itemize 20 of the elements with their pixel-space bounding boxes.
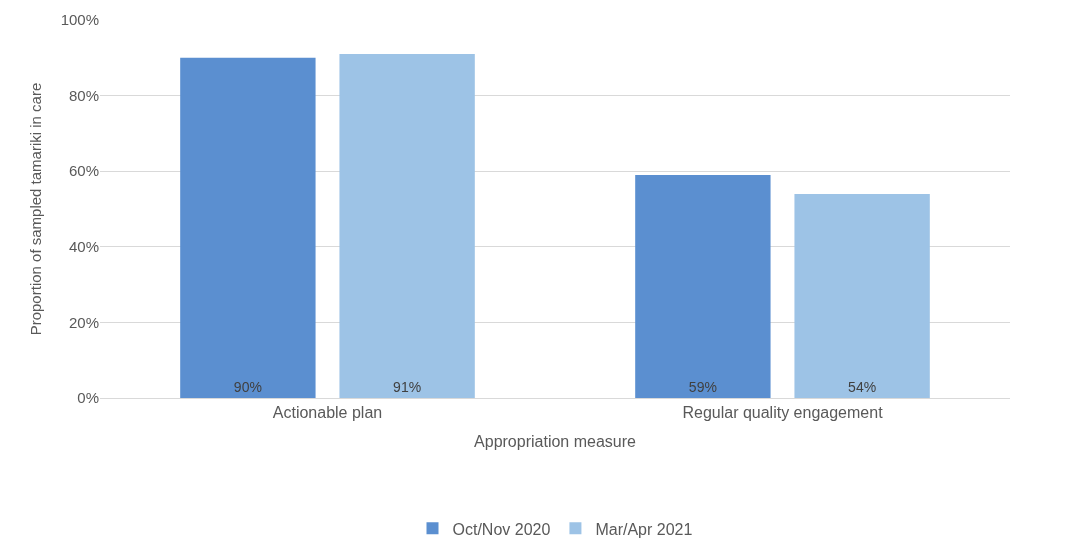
legend-label: Mar/Apr 2021: [595, 520, 693, 538]
y-tick-label: 40%: [68, 238, 99, 256]
y-axis-title: Proportion of sampled tamariki in care: [26, 82, 44, 336]
bar: [635, 174, 771, 398]
data-label: 91%: [393, 379, 422, 395]
x-tick-label: Actionable plan: [272, 404, 383, 422]
data-label: 54%: [848, 379, 877, 395]
bar: [794, 193, 930, 398]
data-label: 90%: [233, 379, 262, 395]
y-tick-label: 60%: [68, 162, 99, 180]
y-tick-label: 80%: [68, 86, 99, 104]
legend-label: Oct/Nov 2020: [452, 520, 551, 538]
y-tick-label: 100%: [60, 11, 99, 29]
bar: [180, 57, 316, 398]
data-label: 59%: [688, 379, 717, 395]
y-tick-label: 0%: [77, 389, 99, 407]
x-axis-title: Appropriation measure: [474, 432, 637, 450]
y-tick-label: 20%: [68, 313, 99, 331]
bar: [339, 54, 475, 398]
x-tick-label: Regular quality engagement: [682, 404, 884, 422]
